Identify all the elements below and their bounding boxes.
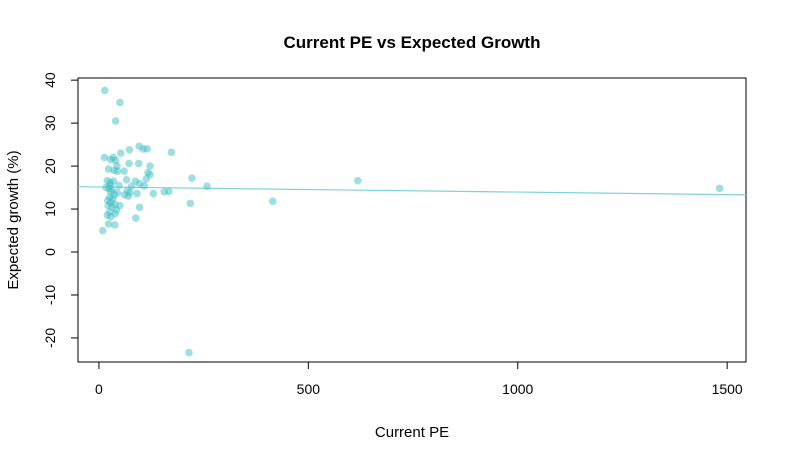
data-point xyxy=(106,212,115,221)
x-tick-label: 1000 xyxy=(502,381,533,397)
data-point xyxy=(353,176,362,185)
regression-line xyxy=(77,186,747,196)
data-point xyxy=(101,86,109,95)
x-tick-label: 1500 xyxy=(712,381,743,397)
data-point xyxy=(124,192,133,200)
data-points xyxy=(98,86,724,357)
plot-frame xyxy=(77,77,747,363)
data-point xyxy=(98,226,107,235)
data-point xyxy=(146,162,154,170)
data-point xyxy=(104,220,113,228)
data-point xyxy=(143,145,151,153)
x-tick-label: 0 xyxy=(95,381,103,397)
data-point xyxy=(125,159,133,168)
data-point xyxy=(715,184,724,193)
data-point xyxy=(135,203,144,212)
data-point xyxy=(165,187,173,196)
data-point xyxy=(100,153,109,162)
data-point xyxy=(140,182,148,190)
regression-line-group xyxy=(77,186,747,196)
y-tick-label: 40 xyxy=(42,72,58,88)
data-point xyxy=(116,98,124,107)
x-axis-label: Current PE xyxy=(375,424,449,441)
y-axis-label: Expected growth (%) xyxy=(5,150,22,289)
data-point xyxy=(125,145,134,154)
data-point xyxy=(111,221,119,229)
data-point xyxy=(142,175,151,183)
data-point xyxy=(115,181,123,190)
data-point xyxy=(113,167,122,176)
data-point xyxy=(149,189,158,198)
x-tick-label: 500 xyxy=(297,381,321,397)
data-point xyxy=(188,174,196,182)
data-point xyxy=(167,148,176,157)
y-tick-label: 0 xyxy=(42,248,58,256)
chart-title: Current PE vs Expected Growth xyxy=(284,33,541,52)
data-point xyxy=(203,182,211,191)
data-point xyxy=(268,197,277,206)
data-point xyxy=(120,167,128,176)
data-point xyxy=(111,117,120,125)
data-point xyxy=(186,199,195,208)
y-tick-label: -20 xyxy=(42,328,58,348)
data-point xyxy=(116,149,125,157)
y-tick-label: 20 xyxy=(42,158,58,174)
data-point xyxy=(131,214,140,222)
y-tick-label: -10 xyxy=(42,285,58,305)
data-point xyxy=(133,189,141,198)
y-axis: -20 -10 0 10 20 30 40 xyxy=(42,72,79,348)
data-point xyxy=(122,176,131,184)
data-point xyxy=(185,348,193,357)
x-axis: 0 500 1000 1500 xyxy=(95,361,743,397)
y-tick-label: 10 xyxy=(42,201,58,217)
y-tick-label: 30 xyxy=(42,115,58,131)
data-point xyxy=(134,159,143,168)
